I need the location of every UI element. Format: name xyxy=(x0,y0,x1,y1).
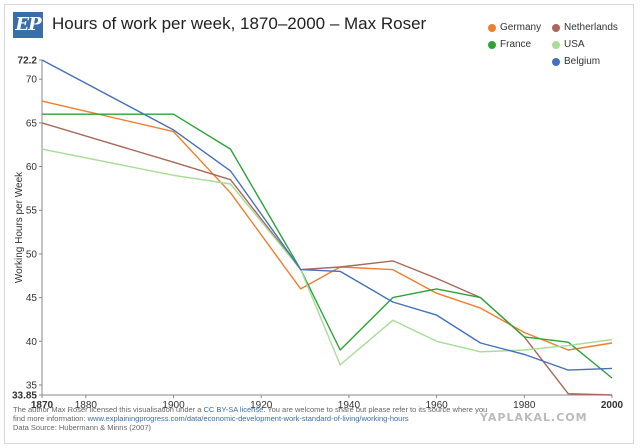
x-tick-label: 1870 xyxy=(31,400,54,411)
y-tick-label: 33.85 xyxy=(12,391,37,402)
footer-data-source: Data Source: Hubermann & Minns (2007) xyxy=(13,423,151,432)
legend-item-belgium[interactable]: Belgium xyxy=(552,56,600,67)
ep-logo[interactable]: EP xyxy=(13,12,43,38)
x-tick-label: 1880 xyxy=(75,400,98,411)
footer-license-line: The author Max Roser licensed this visua… xyxy=(13,405,623,414)
license-link[interactable]: CC BY-SA license xyxy=(203,405,264,414)
series-line-netherlands xyxy=(41,122,613,396)
x-tick-label: 2000 xyxy=(601,400,624,411)
legend-item-netherlands[interactable]: Netherlands xyxy=(552,22,618,33)
legend-label-belgium: Belgium xyxy=(564,56,601,67)
x-tick-label: 1980 xyxy=(513,400,536,411)
series-line-germany xyxy=(41,100,613,351)
y-tick-label: 72.2 xyxy=(18,56,38,67)
y-axis-label: Working Hours per Week xyxy=(14,171,25,283)
y-tick-label: 50 xyxy=(26,249,38,260)
footer-license-text: The author Max Roser licensed this visua… xyxy=(13,405,204,414)
chart-legend: Germany Netherlands France USA Belgium xyxy=(480,22,630,74)
chart-title: Hours of work per week, 1870–2000 – Max … xyxy=(52,14,427,33)
y-tick-label: 70 xyxy=(26,75,38,86)
legend-label-netherlands: Netherlands xyxy=(564,22,618,33)
watermark: YAPLAKAL.COM xyxy=(480,411,588,424)
legend-item-france[interactable]: France xyxy=(488,39,531,50)
series-line-usa xyxy=(41,148,613,366)
y-tick-label: 65 xyxy=(26,118,38,129)
y-tick-label: 40 xyxy=(26,337,38,348)
legend-swatch-usa xyxy=(552,40,560,49)
x-tick-label: 1960 xyxy=(425,400,448,411)
y-tick-label: 60 xyxy=(26,162,38,173)
legend-label-germany: Germany xyxy=(500,22,542,33)
legend-swatch-germany xyxy=(488,23,496,32)
legend-label-usa: USA xyxy=(564,39,585,50)
legend-swatch-belgium xyxy=(552,57,560,66)
legend-item-usa[interactable]: USA xyxy=(552,39,585,50)
chart-frame xyxy=(4,4,634,444)
series-line-france xyxy=(42,113,613,379)
legend-swatch-france xyxy=(488,40,496,49)
x-tick-label: 1920 xyxy=(250,400,273,411)
x-tick-label: 1940 xyxy=(338,400,361,411)
chart-footer: The author Max Roser licensed this visua… xyxy=(13,405,623,432)
footer-info-line: find more information: www.explainingpro… xyxy=(13,414,623,423)
y-tick-label: 35 xyxy=(26,380,38,391)
y-tick-label: 45 xyxy=(26,293,38,304)
legend-swatch-netherlands xyxy=(552,23,560,32)
footer-share-text: . You are welcome to share but please re… xyxy=(263,405,488,414)
series-line-belgium xyxy=(41,59,613,371)
legend-label-france: France xyxy=(500,39,532,50)
y-tick-label: 55 xyxy=(26,206,38,217)
legend-item-germany[interactable]: Germany xyxy=(488,22,541,33)
source-link[interactable]: www.explainingprogress.com/data/economic… xyxy=(87,414,409,423)
x-tick-label: 1900 xyxy=(162,400,185,411)
footer-info-text: find more information: xyxy=(13,414,88,423)
